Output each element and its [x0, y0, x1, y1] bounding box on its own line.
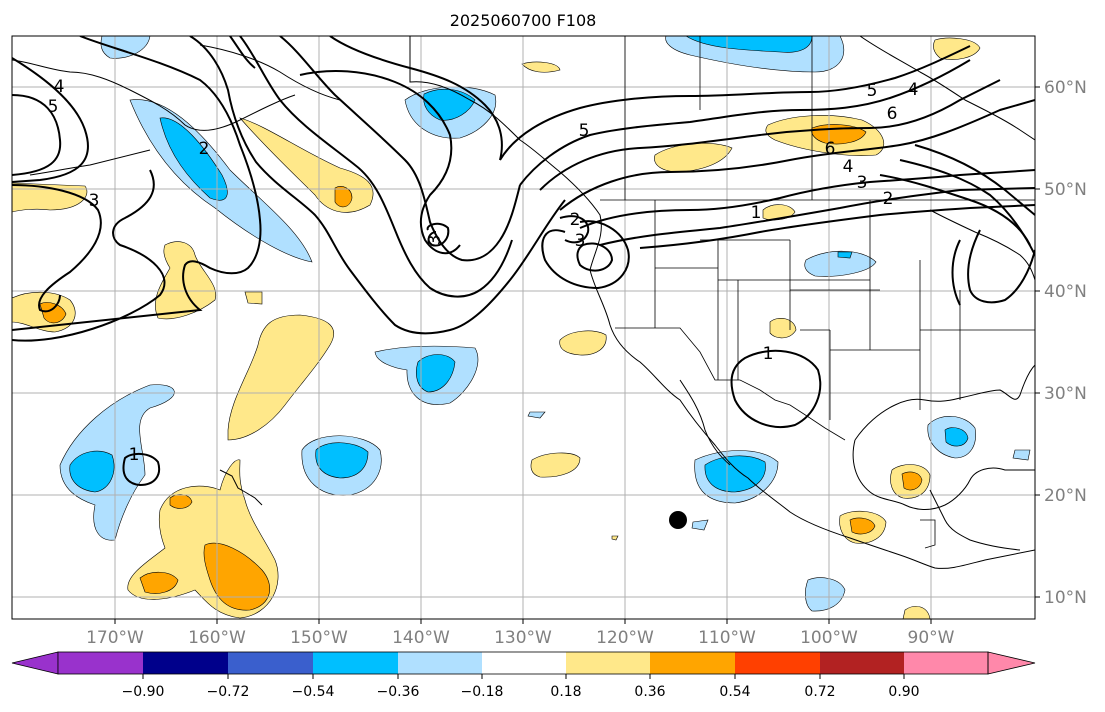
- colorbar-tick-label: 0.36: [634, 684, 665, 700]
- map-title: 2025060700 F108: [450, 11, 597, 30]
- colorbar-tick-label: −0.72: [207, 684, 250, 700]
- graticule: [12, 36, 1035, 619]
- storm-position-marker: [669, 511, 687, 529]
- lon-tick-label: 130°W: [494, 628, 552, 648]
- lon-tick-label: 160°W: [188, 628, 246, 648]
- colorbar-tick-label: −0.36: [377, 684, 420, 700]
- lon-tick-label: 170°W: [86, 628, 144, 648]
- lat-tick-label: 40°N: [1044, 282, 1087, 302]
- colorbar-segment: [904, 652, 988, 674]
- contour-label: 4: [843, 157, 854, 177]
- contour-label: 6: [887, 104, 898, 124]
- colorbar-segment: [143, 652, 228, 674]
- contour-label: 2: [199, 139, 210, 159]
- contour-label: 3: [425, 235, 445, 246]
- contour-label: 4: [908, 80, 919, 100]
- contour-label: 6: [825, 139, 836, 159]
- colorbar-segment: [566, 652, 650, 674]
- lon-tick-label: 120°W: [596, 628, 654, 648]
- colorbar-extend-low: [11, 651, 59, 675]
- political-borders: [600, 36, 1035, 549]
- contour-label: 5: [48, 97, 59, 117]
- lat-tick-label: 10°N: [1044, 588, 1087, 608]
- lat-tick-label: 60°N: [1044, 78, 1087, 98]
- contour-label: 1: [763, 344, 774, 364]
- contour-label: 2: [883, 189, 894, 209]
- contour-label: 1: [751, 203, 762, 223]
- contour-label: 2: [570, 210, 581, 230]
- colorbar-tick-label: 0.90: [888, 684, 919, 700]
- colorbar-extend-high: [987, 651, 1036, 675]
- colorbar-segment: [228, 652, 313, 674]
- lat-tick-label: 50°N: [1044, 180, 1087, 200]
- lon-tick-label: 100°W: [800, 628, 858, 648]
- colorbar-tick-label: 0.54: [719, 684, 750, 700]
- colorbar-segment: [398, 652, 482, 674]
- longitude-axis: 170°W 160°W 150°W 140°W 130°W 120°W 110°…: [86, 619, 955, 648]
- map-area: 4 5 5 2 3 5 4 5 6 6 4 3 2 1 2 3 3 1 1: [12, 36, 1035, 619]
- lat-tick-label: 20°N: [1044, 486, 1087, 506]
- colorbar-tick-label: −0.90: [122, 684, 165, 700]
- colorbar-tick-label: 0.72: [804, 684, 835, 700]
- colorbar-tick-label: −0.18: [461, 684, 504, 700]
- lon-tick-label: 110°W: [698, 628, 756, 648]
- contour-label-group: 4 5 5 2 3 5 4 5 6 6 4 3 2 1 2 3 3 1 1: [48, 77, 919, 465]
- strong-positive-anomaly-shading: [39, 124, 923, 611]
- latitude-axis: 60°N 50°N 40°N 30°N 20°N 10°N: [1035, 78, 1087, 608]
- contour-lines: [12, 36, 1035, 487]
- contour-label: 1: [129, 445, 140, 465]
- colorbar-segment: [650, 652, 735, 674]
- contour-label: 3: [575, 231, 586, 251]
- lat-tick-label: 30°N: [1044, 384, 1087, 404]
- colorbar-tick-label: 0.18: [550, 684, 581, 700]
- contour-label: 4: [54, 77, 65, 97]
- lon-tick-label: 90°W: [908, 628, 955, 648]
- colorbar-segment: [482, 652, 566, 674]
- lon-tick-label: 150°W: [290, 628, 348, 648]
- colorbar-segment: [820, 652, 904, 674]
- colorbar-segment: [313, 652, 398, 674]
- colorbar-segment: [58, 652, 143, 674]
- contour-label: 3: [89, 191, 100, 211]
- lon-tick-label: 140°W: [392, 628, 450, 648]
- contour-label: 5: [579, 121, 590, 141]
- colorbar: −0.90 −0.72 −0.54 −0.36 −0.18 0.18 0.36 …: [11, 651, 1036, 700]
- colorbar-tick-label: −0.54: [292, 684, 335, 700]
- colorbar-segment: [735, 652, 820, 674]
- contour-label: 5: [867, 81, 878, 101]
- contour-label: 3: [857, 173, 868, 193]
